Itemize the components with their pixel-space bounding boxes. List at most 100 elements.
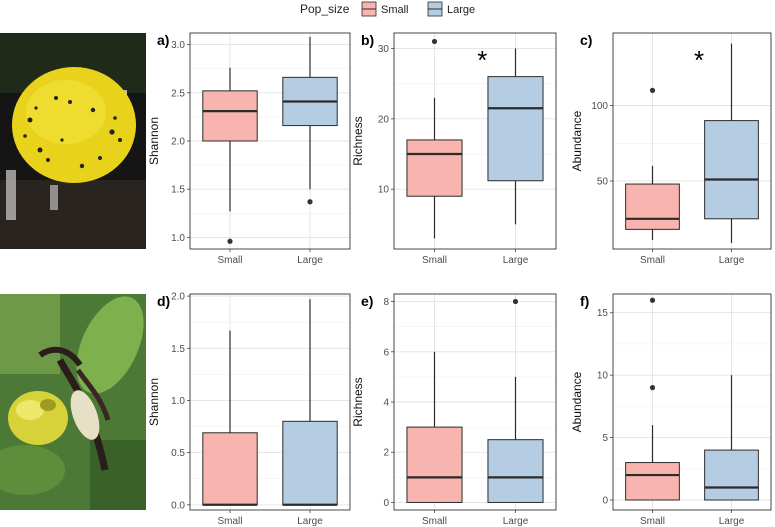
- box-small: [625, 297, 680, 501]
- y-tick-label: 4: [383, 398, 389, 409]
- y-tick-label: 8: [383, 297, 389, 308]
- y-axis-label: Shannon: [147, 117, 161, 165]
- box-small: [202, 330, 258, 506]
- box-large: [487, 48, 544, 225]
- box-iqr: [202, 432, 258, 506]
- y-tick-label: 6: [383, 347, 389, 358]
- outlier-point: [227, 238, 233, 244]
- panel-border: [612, 293, 772, 511]
- panel-label: c): [580, 32, 592, 48]
- panel-border: [393, 293, 557, 511]
- box-iqr: [625, 462, 680, 501]
- panel-b: 10 20 30 Small Large Richness b) *: [351, 32, 557, 266]
- outlier-point: [649, 87, 656, 93]
- x-tick-label: Small: [422, 516, 447, 527]
- x-tick-label: Small: [217, 516, 242, 527]
- box-iqr: [202, 90, 258, 142]
- significance-asterisk: *: [694, 45, 704, 75]
- y-tick-label: 2: [383, 448, 389, 459]
- box-iqr: [406, 139, 463, 197]
- x-tick-label: Large: [503, 255, 529, 266]
- x-tick-label: Large: [503, 516, 529, 527]
- y-tick-label: 2.5: [171, 88, 185, 99]
- box-large: [704, 375, 759, 501]
- lady-slipper-orchid-photo: [0, 294, 146, 510]
- outlier-point: [431, 38, 438, 45]
- x-tick-label: Small: [422, 255, 447, 266]
- x-tick-label: Large: [719, 516, 745, 527]
- x-tick-label: Small: [217, 255, 242, 266]
- y-tick-label: 10: [597, 371, 609, 382]
- panel-a: 1.0 1.5 2.0 2.5 3.0 Small Large Shannon a): [147, 32, 351, 266]
- panel-border: [189, 32, 351, 250]
- y-tick-label: 2.0: [171, 137, 185, 148]
- y-tick-label: 1.5: [171, 185, 185, 196]
- y-axis-label: Shannon: [147, 378, 161, 426]
- box-iqr: [282, 420, 338, 506]
- panel-label: b): [361, 32, 374, 48]
- panel-d: 0.0 0.5 1.0 1.5 2.0 Small Large Shannon d): [147, 292, 351, 527]
- box-iqr: [406, 426, 463, 503]
- outlier-point: [512, 298, 519, 305]
- y-tick-label: 50: [597, 177, 609, 188]
- panel-border: [393, 32, 557, 250]
- legend-title: Pop_size: [300, 2, 350, 16]
- box-iqr: [487, 439, 544, 503]
- legend-label-large: Large: [447, 4, 475, 16]
- x-tick-label: Small: [640, 255, 665, 266]
- panel-f: 0 5 10 15 Small Large Abundance f): [570, 293, 772, 527]
- panel-border: [189, 293, 351, 511]
- y-tick-label: 2.0: [171, 292, 185, 303]
- panel-border: [612, 32, 772, 250]
- panel-label: a): [157, 32, 169, 48]
- y-tick-label: 0.5: [171, 448, 185, 459]
- y-tick-label: 100: [591, 101, 608, 112]
- box-small: [406, 38, 463, 239]
- y-tick-label: 1.0: [171, 233, 185, 244]
- significance-asterisk: *: [477, 45, 487, 75]
- y-axis-label: Richness: [351, 377, 365, 426]
- y-tick-label: 1.5: [171, 344, 185, 355]
- outlier-point: [649, 385, 656, 391]
- y-tick-label: 1.0: [171, 396, 185, 407]
- y-tick-label: 20: [378, 114, 390, 125]
- y-axis-label: Abundance: [570, 371, 584, 432]
- box-small: [625, 87, 680, 240]
- y-tick-label: 3.0: [171, 40, 185, 51]
- x-tick-label: Small: [640, 516, 665, 527]
- x-tick-label: Large: [719, 255, 745, 266]
- box-large: [282, 299, 338, 506]
- y-tick-label: 0: [602, 496, 608, 507]
- y-axis-label: Richness: [351, 116, 365, 165]
- yellow-sticky-trap-photo: [0, 33, 146, 249]
- box-large: [487, 298, 544, 503]
- box-iqr: [625, 183, 680, 230]
- box-iqr: [704, 449, 759, 501]
- legend-label-small: Small: [381, 4, 409, 16]
- y-tick-label: 10: [378, 185, 390, 196]
- y-tick-label: 30: [378, 44, 390, 55]
- y-tick-label: 0: [383, 498, 389, 509]
- box-iqr: [704, 120, 759, 220]
- y-tick-label: 0.0: [171, 500, 185, 511]
- y-tick-label: 15: [597, 308, 609, 319]
- box-iqr: [487, 76, 544, 182]
- box-large: [282, 36, 338, 205]
- legend: Pop_size Small Large: [300, 1, 475, 17]
- outlier-point: [307, 199, 313, 205]
- x-tick-label: Large: [297, 255, 323, 266]
- outlier-point: [649, 297, 656, 303]
- panel-label: d): [157, 293, 170, 309]
- panel-label: e): [361, 293, 373, 309]
- panel-c: 50 100 Small Large Abundance c) *: [570, 32, 772, 266]
- x-tick-label: Large: [297, 516, 323, 527]
- box-small: [406, 351, 463, 503]
- y-tick-label: 5: [602, 433, 608, 444]
- box-large: [704, 43, 759, 243]
- panel-e: 0 2 4 6 8 Small Large Richness e): [351, 293, 557, 527]
- box-small: [202, 67, 258, 244]
- y-axis-label: Abundance: [570, 110, 584, 171]
- panel-label: f): [580, 293, 589, 309]
